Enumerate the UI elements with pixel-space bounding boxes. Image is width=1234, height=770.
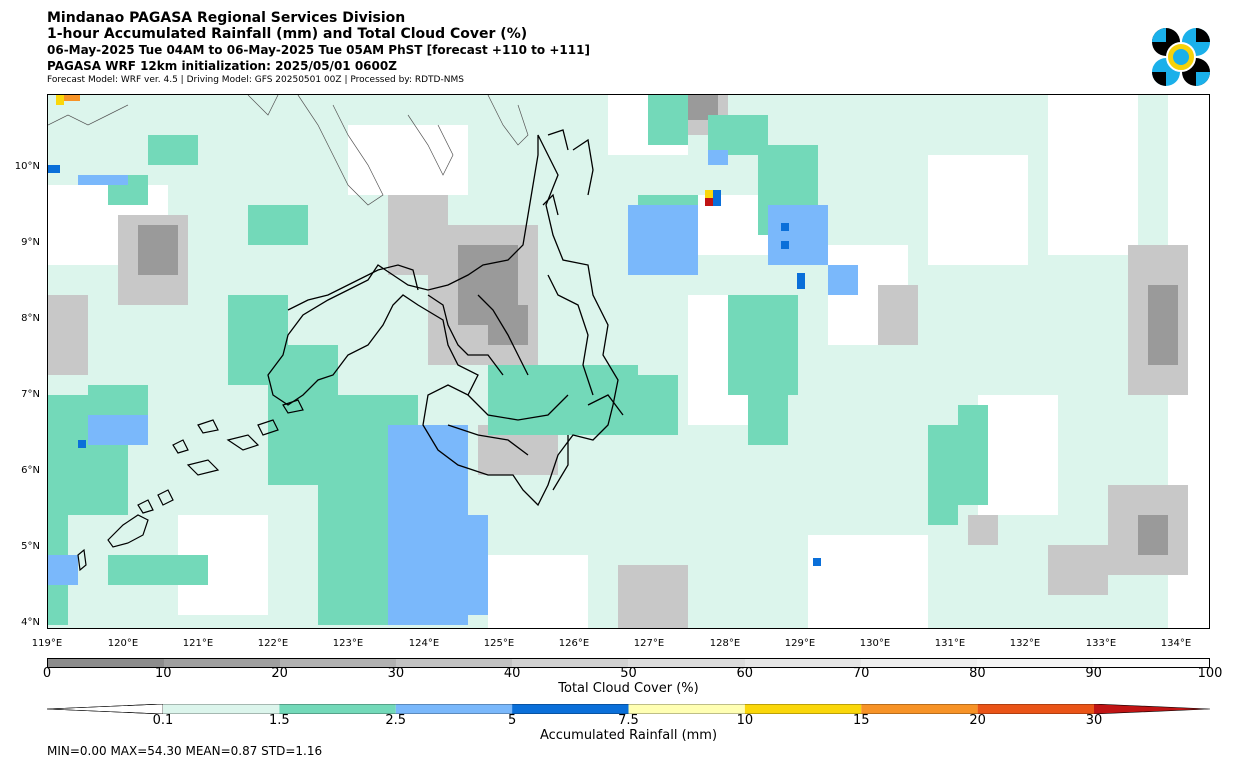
cloud-colorbar-segment (1092, 659, 1209, 667)
cloud-colorbar-segment (280, 659, 397, 667)
cloud-colorbar-title: Total Cloud Cover (%) (558, 681, 699, 696)
lon-label: 126°E (558, 638, 590, 649)
initialization-line: PAGASA WRF 12km initialization: 2025/05/… (47, 59, 397, 73)
lon-label: 132°E (1009, 638, 1041, 649)
title-line-1: Mindanao PAGASA Regional Services Divisi… (47, 10, 406, 26)
lon-label: 120°E (107, 638, 139, 649)
rain-colorbar-segment (512, 704, 629, 714)
cloud-colorbar-segment (164, 659, 281, 667)
rain-colorbar-tick: 1.5 (269, 713, 290, 728)
title-line-2: 1-hour Accumulated Rainfall (mm) and Tot… (47, 26, 528, 42)
rain-colorbar-title: Accumulated Rainfall (mm) (539, 728, 718, 743)
lat-label: 6°N (21, 465, 40, 476)
rain-colorbar-tick: 0.1 (152, 713, 174, 728)
lon-label: 122°E (257, 638, 289, 649)
forecast-period: 06-May-2025 Tue 04AM to 06-May-2025 Tue … (47, 43, 590, 57)
cloud-colorbar-tick: 40 (503, 666, 521, 681)
rain-colorbar-segment (628, 704, 745, 714)
rain-colorbar-segment (395, 704, 513, 714)
lon-label: 129°E (784, 638, 816, 649)
lon-label: 121°E (182, 638, 214, 649)
cloud-colorbar-segment (628, 659, 745, 667)
lon-label: 128°E (709, 638, 741, 649)
rain-colorbar-extend-high (1094, 704, 1210, 714)
lat-label: 4°N (21, 617, 40, 628)
cloud-colorbar-tick: 70 (852, 666, 870, 681)
cloud-colorbar-tick: 30 (387, 666, 405, 681)
lat-label: 10°N (14, 161, 40, 172)
cloud-colorbar-tick: 60 (736, 666, 754, 681)
lon-label: 123°E (332, 638, 364, 649)
lon-label: 133°E (1085, 638, 1117, 649)
lon-label: 130°E (859, 638, 891, 649)
rain-colorbar-segment (744, 704, 862, 714)
cloud-colorbar-segment (860, 659, 977, 667)
rainfall-cloud-field (48, 95, 1209, 628)
lon-label: 125°E (483, 638, 515, 649)
cloud-colorbar-segment (48, 659, 165, 667)
cloud-colorbar-tick: 20 (271, 666, 288, 681)
rain-colorbar-tick: 10 (736, 713, 754, 728)
lat-label: 5°N (21, 541, 40, 552)
rain-colorbar-tick: 20 (969, 713, 986, 728)
lat-label: 9°N (21, 237, 40, 248)
lon-label: 124°E (408, 638, 440, 649)
cloud-colorbar-segment (396, 659, 513, 667)
lat-label: 8°N (21, 313, 40, 324)
lon-label: 127°E (633, 638, 665, 649)
rain-colorbar-tick: 30 (1085, 713, 1103, 728)
rain-colorbar-segment (163, 704, 280, 714)
lon-label: 131°E (934, 638, 966, 649)
rainfall-colorbar (47, 704, 1210, 714)
rain-colorbar-segment (861, 704, 978, 714)
cloud-colorbar-tick: 80 (969, 666, 986, 681)
map-panel (47, 94, 1210, 629)
cloud-colorbar-tick: 10 (155, 666, 172, 681)
rain-colorbar-tick: 7.5 (618, 713, 639, 728)
cloud-colorbar-tick: 100 (1197, 666, 1223, 681)
cloud-colorbar-segment (976, 659, 1093, 667)
rain-colorbar-tick: 5 (507, 713, 517, 728)
lon-label: 134°E (1160, 638, 1192, 649)
cloud-colorbar-segment (512, 659, 629, 667)
cloud-colorbar-tick: 90 (1085, 666, 1102, 681)
cloud-cover-colorbar (47, 658, 1210, 668)
statistics-line: MIN=0.00 MAX=54.30 MEAN=0.87 STD=1.16 (47, 744, 323, 758)
cloud-colorbar-tick: 50 (620, 666, 637, 681)
rain-colorbar-tick: 15 (852, 713, 870, 728)
cloud-colorbar-segment (744, 659, 861, 667)
rain-colorbar-segment (279, 704, 396, 714)
cloud-colorbar-tick: 0 (42, 666, 52, 681)
lat-label: 7°N (21, 389, 40, 400)
rain-colorbar-segment (977, 704, 1094, 714)
model-info: Forecast Model: WRF ver. 4.5 | Driving M… (47, 75, 464, 85)
rain-colorbar-tick: 2.5 (385, 713, 407, 728)
lon-label: 119°E (31, 638, 63, 649)
pagasa-logo-icon (1152, 28, 1210, 86)
